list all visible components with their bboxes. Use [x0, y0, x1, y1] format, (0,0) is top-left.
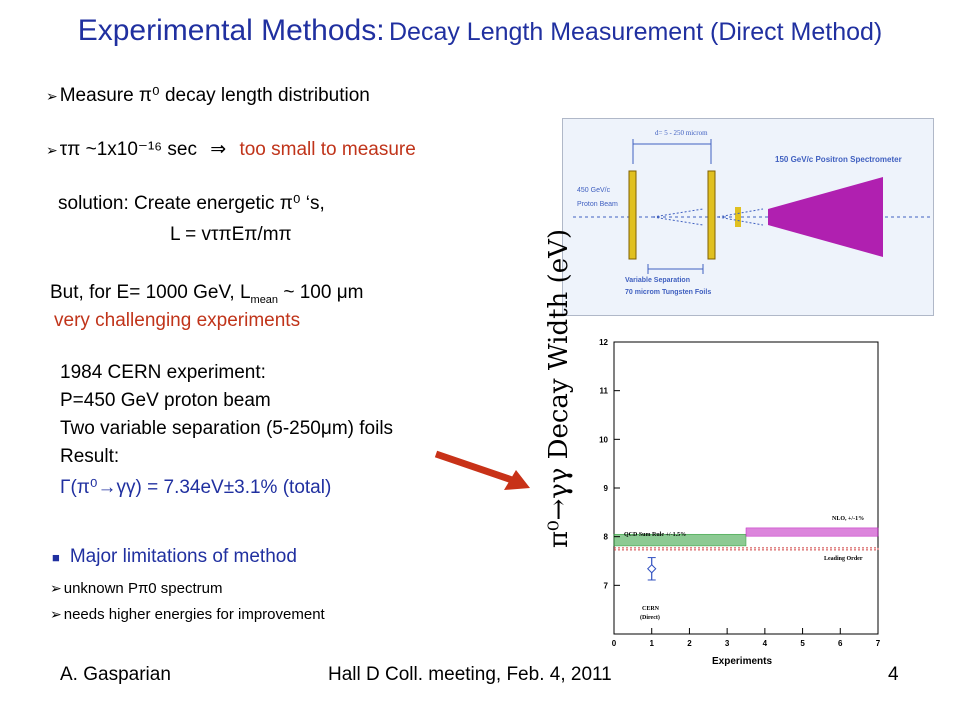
solution-text: solution: Create energetic π⁰ ‘s,: [58, 193, 325, 214]
exp-line-1: 1984 CERN experiment:: [60, 362, 266, 383]
footer-meeting: Hall D Coll. meeting, Feb. 4, 2011: [328, 664, 612, 685]
bullet-measure: ➢ Measure π⁰ decay length distribution: [46, 85, 370, 106]
x-tick-label: 0: [612, 639, 617, 648]
diagram-drawing: [573, 139, 933, 274]
pointer-arrow-icon: [434, 450, 530, 490]
band-label-qcd: QCD Sum Rule +/-1.5%: [624, 532, 687, 538]
diagram-beam-energy: 450 GeV/c: [577, 187, 611, 194]
exp-result: Γ(π⁰→γγ) = 7.34eV±3.1% (total): [60, 477, 332, 498]
y-tick-label: 8: [604, 533, 609, 542]
x-tick-label: 5: [800, 639, 805, 648]
arrow-bullet-icon: ➢: [46, 88, 58, 104]
limitation-1: ➢ unknown Pπ0 spectrum: [50, 580, 223, 597]
y-tick-label: 10: [599, 435, 608, 444]
but-text: But, for E= 1000 GeV, Lmean ~ 100 μm: [50, 282, 364, 306]
x-tick-label: 7: [876, 639, 881, 648]
band-label-nlo: NLO, +/-1%: [832, 516, 865, 522]
exp-line-4: Result:: [60, 446, 120, 467]
experiment-diagram: d= 5 - 250 microm 450 GeV/c Proton Beam …: [562, 118, 934, 316]
formula-text: L = vτπEπ/mπ: [170, 224, 292, 245]
diagram-d-label: d= 5 - 250 microm: [655, 129, 708, 137]
band-2: [613, 547, 879, 551]
y-tick-label: 9: [604, 484, 609, 493]
band-1: [745, 527, 879, 537]
slide-title: Experimental Methods: Decay Length Measu…: [0, 14, 960, 48]
limitations-head: ■ Major limitations of method: [52, 546, 297, 567]
title-main: Experimental Methods:: [77, 14, 385, 47]
x-tick-label: 4: [763, 639, 768, 648]
cern-label: CERN: [642, 606, 660, 612]
y-tick-label: 11: [600, 387, 609, 396]
band-label-lo: Leading Order: [824, 556, 863, 562]
title-sub: Decay Length Measurement (Direct Method): [388, 18, 883, 46]
plot-ylabel: π⁰→γγ Decay Width (eV): [544, 228, 574, 548]
x-tick-label: 1: [649, 639, 654, 648]
square-bullet-icon: ■: [52, 550, 60, 565]
limitation-2: ➢ needs higher energies for improvement: [50, 606, 325, 623]
plot-xlabel: Experiments: [712, 656, 773, 667]
implies-icon: ⇒: [210, 139, 227, 160]
challenging-text: very challenging experiments: [54, 310, 301, 331]
plot-frame: [613, 341, 879, 635]
footer-author: A. Gasparian: [60, 664, 171, 685]
cern-label-2: (Direct): [640, 615, 660, 621]
diagram-foils: 70 microm Tungsten Foils: [625, 289, 712, 296]
y-tick-label: 12: [599, 338, 608, 347]
diagram-spectrometer: 150 GeV/c Positron Spectrometer: [775, 155, 902, 164]
arrow-bullet-icon: ➢: [50, 606, 62, 622]
tau-result: too small to measure: [239, 139, 416, 160]
cern-point: [647, 564, 657, 574]
x-tick-label: 3: [725, 639, 730, 648]
x-tick-label: 6: [838, 639, 843, 648]
x-tick-label: 2: [687, 639, 692, 648]
arrow-bullet-icon: ➢: [46, 142, 58, 158]
arrow-bullet-icon: ➢: [50, 580, 62, 596]
diagram-beam-label: Proton Beam: [577, 201, 618, 208]
bullet-tau: ➢ τπ ~1x10⁻¹⁶ sec ⇒ too small to measure: [46, 139, 416, 160]
footer-page: 4: [888, 664, 899, 685]
band-0: [613, 533, 747, 547]
width-plot: 0 1 2 3 4 5 6 7 7 8 9 10 11 12 π⁰→γγ Decay Width (eV)…: [544, 229, 892, 670]
exp-line-2: P=450 GeV proton beam: [60, 390, 271, 411]
exp-line-3: Two variable separation (5-250μm) foils: [60, 418, 394, 439]
diagram-variable: Variable Separation: [625, 277, 690, 284]
y-tick-label: 7: [604, 581, 609, 590]
